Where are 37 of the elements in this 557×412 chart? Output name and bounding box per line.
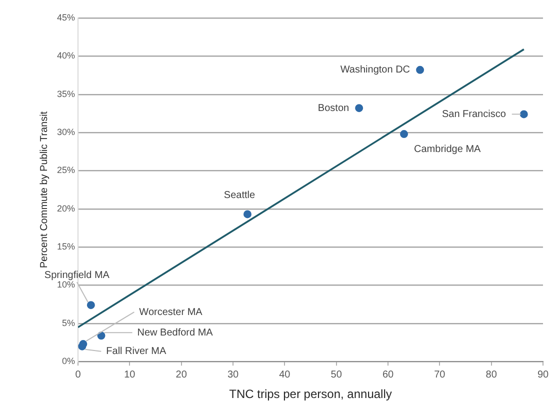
y-tick-label: 5% (62, 318, 76, 328)
point (520, 110, 528, 118)
x-tick-label: 50 (330, 369, 342, 380)
x-tick-label: 40 (279, 369, 291, 380)
y-tick-label: 15% (57, 242, 76, 252)
point (400, 130, 408, 138)
point (86, 301, 95, 310)
annotation: Springfield MA (44, 270, 110, 281)
x-axis-title: TNC trips per person, annually (229, 387, 392, 402)
y-tick-label: 40% (57, 50, 76, 61)
annotation: San Francisco (442, 108, 506, 120)
y-tick-label: 20% (57, 203, 76, 214)
y-tick-label: 25% (57, 165, 76, 176)
x-tick-label: 70 (434, 369, 446, 380)
x-tick-label: 0 (75, 369, 82, 380)
point (416, 66, 424, 74)
annotation: Worcester MA (139, 306, 203, 318)
y-tick-label: 35% (57, 88, 76, 99)
annotation: Fall River MA (106, 346, 166, 358)
y-tick-label: 30% (57, 127, 76, 138)
y-axis-title: Percent Commute by Public Transit (38, 111, 50, 268)
x-tick-label: 20 (176, 369, 188, 380)
x-tick-label: 90 (537, 369, 549, 380)
x-tick-label: 80 (486, 369, 498, 380)
annotation: Washington DC (340, 64, 410, 76)
annotation: Cambridge MA (414, 144, 482, 155)
y-tick-label: 45% (57, 12, 76, 22)
x-tick-label: 10 (124, 369, 136, 380)
y-tick-label: 10% (57, 280, 76, 290)
point (243, 210, 252, 218)
annotation: Seattle (224, 190, 256, 201)
x-tick-label: 60 (382, 369, 394, 380)
x-tick-label: 30 (227, 369, 240, 380)
annotation: Boston (318, 102, 350, 114)
annotation: New Bedford MA (137, 327, 214, 338)
y-tick-label: 0% (62, 356, 76, 366)
point (355, 104, 364, 112)
